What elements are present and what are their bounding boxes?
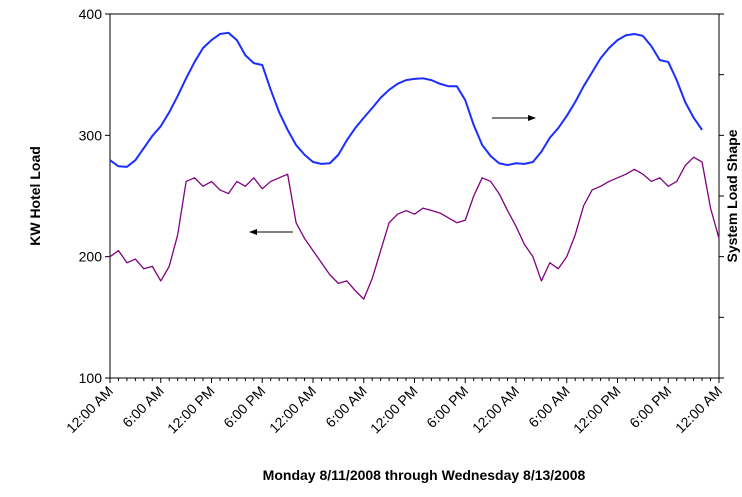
x-tick-label: 6:00 AM (119, 383, 167, 431)
series-line (109, 31, 703, 168)
x-tick-label: 12:00 PM (570, 383, 624, 437)
y2-axis-title: System Load Shape (724, 129, 740, 262)
x-tick-label: 6:00 PM (626, 383, 674, 431)
x-axis-title: Monday 8/11/2008 through Wednesday 8/13/… (263, 467, 586, 483)
x-tick-label: 12:00 AM (63, 383, 116, 436)
x-tick-label: 6:00 PM (220, 383, 268, 431)
x-tick-label: 12:00 AM (672, 383, 725, 436)
x-tick-label: 6:00 PM (423, 383, 471, 431)
x-tick-label: 6:00 AM (525, 383, 573, 431)
x-tick-label: 12:00 AM (469, 383, 522, 436)
series-line (109, 156, 720, 300)
y-tick-label: 400 (79, 6, 103, 22)
x-tick-label: 6:00 AM (322, 383, 370, 431)
y-tick-label: 100 (79, 370, 103, 386)
x-tick-label: 12:00 PM (367, 383, 421, 437)
x-tick-label: 12:00 AM (266, 383, 319, 436)
y-axis-title: KW Hotel Load (27, 146, 43, 246)
plot-frame (109, 13, 720, 379)
x-tick-label: 12:00 PM (164, 383, 218, 437)
y-tick-label: 200 (79, 249, 103, 265)
y-tick-label: 300 (79, 127, 103, 143)
